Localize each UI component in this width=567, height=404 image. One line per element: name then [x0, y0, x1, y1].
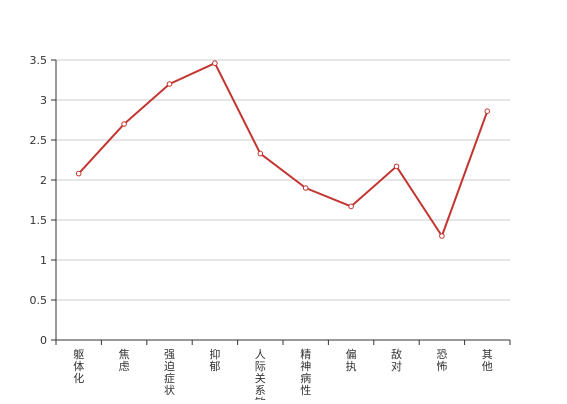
series-line [77, 62, 489, 237]
y-tick-label: 1 [40, 254, 47, 267]
x-tick-label: 焦虑 [119, 348, 130, 373]
y-tick-label: 3 [40, 94, 47, 107]
y-tick-label: 2 [40, 174, 47, 187]
data-point [484, 108, 491, 114]
x-tick-label: 其他 [482, 348, 493, 373]
data-point [75, 170, 82, 177]
data-point [348, 203, 354, 210]
x-tick-label: 敌对 [391, 347, 402, 373]
x-tick-label: 偏执 [346, 347, 357, 373]
data-point [439, 233, 445, 239]
y-tick-label: 0 [40, 334, 47, 347]
data-point [393, 163, 400, 170]
x-tick-label: 恐怖 [436, 348, 447, 373]
x-tick-label: 躯体化 [73, 348, 84, 385]
y-tick-label: 1.5 [30, 214, 48, 227]
series-layer [75, 60, 491, 239]
data-point [302, 185, 309, 191]
y-tick-label: 0.5 [30, 294, 48, 307]
data-point [166, 81, 173, 87]
x-tick-label: 抑郁 [209, 347, 220, 373]
y-tick-label: 2.5 [30, 134, 48, 147]
x-tick-label: 人际关系敏感 [255, 348, 266, 400]
x-tick-label: 强迫症状 [164, 348, 175, 397]
x-axis: 躯体化 焦虑 强迫症状 抑郁 人际关系敏感 精神病性 偏执 敌对 恐怖 其他 [55, 339, 511, 404]
x-tick-label: 精神病性 [300, 348, 311, 397]
gridlines [56, 59, 510, 301]
data-point [121, 121, 127, 127]
y-axis: 0 0.5 1 1.5 2 2.5 3 3.5 [30, 54, 57, 347]
y-tick-label: 3.5 [30, 54, 48, 67]
data-point [212, 60, 218, 67]
data-point [257, 150, 264, 157]
